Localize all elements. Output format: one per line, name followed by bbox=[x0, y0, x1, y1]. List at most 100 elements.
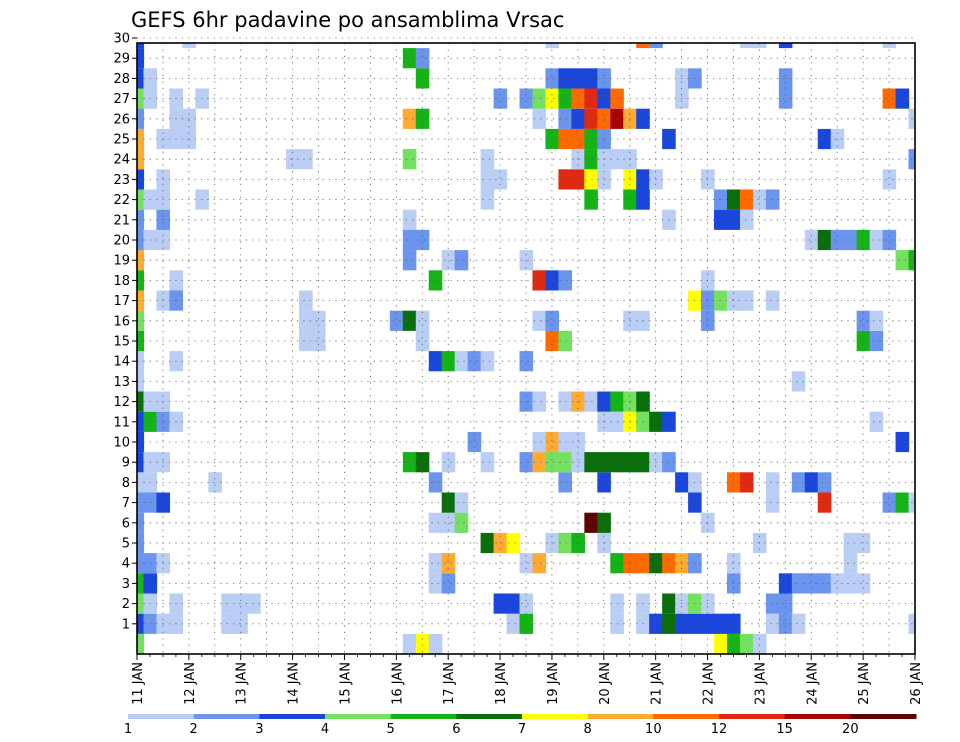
precip-cell bbox=[428, 512, 443, 533]
precip-cell bbox=[402, 229, 417, 251]
precip-cell bbox=[415, 68, 430, 89]
precip-cell bbox=[701, 290, 715, 311]
precip-cell bbox=[804, 573, 819, 594]
precip-cell bbox=[137, 290, 145, 311]
precip-cell bbox=[137, 250, 145, 271]
colorbar: 1 2 3 4 5 6 7 8 10 12 15 20 bbox=[124, 714, 917, 737]
precip-cell bbox=[714, 209, 728, 230]
precip-cell bbox=[480, 149, 495, 170]
y-tick-label: 17 bbox=[113, 294, 130, 309]
precip-cell bbox=[506, 593, 521, 614]
precip-cell bbox=[584, 169, 598, 190]
y-tick-label: 10 bbox=[113, 436, 130, 451]
precip-cell bbox=[545, 330, 560, 352]
precip-cell bbox=[882, 492, 897, 513]
precip-cell bbox=[402, 149, 417, 170]
precip-cell bbox=[402, 108, 417, 129]
y-tick-label: 13 bbox=[113, 375, 130, 390]
precip-cell bbox=[519, 351, 534, 372]
precip-cell bbox=[137, 169, 145, 190]
precip-cell bbox=[843, 532, 858, 554]
precip-cell bbox=[584, 512, 598, 533]
precip-cell bbox=[584, 391, 598, 412]
precip-cell bbox=[415, 633, 430, 654]
precip-cell bbox=[441, 553, 456, 574]
precip-cell bbox=[558, 270, 572, 291]
y-tick-label: 4 bbox=[122, 557, 130, 572]
precip-cell bbox=[137, 593, 145, 614]
precip-cell bbox=[752, 43, 767, 49]
precip-cell bbox=[137, 68, 145, 89]
precip-cell bbox=[493, 169, 508, 190]
y-tick-label: 30 bbox=[113, 32, 130, 47]
y-tick-label: 24 bbox=[113, 153, 130, 168]
precip-cell bbox=[895, 431, 910, 453]
precip-cell bbox=[137, 270, 145, 291]
precip-cell bbox=[454, 512, 469, 533]
precip-cell bbox=[493, 593, 508, 614]
x-tick-label: 12 JAN bbox=[183, 662, 198, 705]
colorbar-label: 4 bbox=[321, 722, 329, 737]
colorbar-swatch bbox=[456, 714, 523, 719]
precip-cell bbox=[415, 48, 430, 69]
precip-cell bbox=[299, 310, 313, 331]
x-tick-label: 24 JAN bbox=[805, 662, 820, 705]
precip-cell bbox=[454, 351, 469, 372]
y-tick-label: 2 bbox=[122, 597, 130, 612]
precip-cell bbox=[739, 43, 754, 49]
precip-cell bbox=[137, 209, 145, 230]
precip-cell bbox=[137, 189, 145, 210]
precip-cell bbox=[137, 229, 145, 251]
colorbar-label: 6 bbox=[452, 722, 460, 737]
precip-cell bbox=[765, 290, 780, 311]
colorbar-swatch bbox=[325, 714, 392, 719]
precip-cell bbox=[221, 613, 235, 634]
y-tick-label: 27 bbox=[113, 92, 130, 107]
precip-cell bbox=[428, 633, 443, 654]
precip-cell bbox=[558, 391, 572, 412]
precip-cell bbox=[584, 189, 598, 210]
precip-cell bbox=[221, 593, 235, 614]
precip-cell bbox=[137, 472, 145, 493]
precip-cell bbox=[558, 169, 572, 190]
precip-cell bbox=[234, 593, 248, 614]
precip-cell bbox=[137, 330, 145, 352]
y-tick-label: 1 bbox=[122, 617, 130, 632]
colorbar-swatch bbox=[522, 714, 589, 719]
precip-cell bbox=[137, 613, 145, 634]
precip-cell bbox=[701, 310, 715, 331]
colorbar-swatch bbox=[390, 714, 457, 719]
precip-cell bbox=[428, 553, 443, 574]
y-tick-label: 19 bbox=[113, 254, 130, 269]
precip-cell bbox=[584, 68, 598, 89]
x-tick-label: 11 JAN bbox=[131, 662, 146, 705]
precip-cell bbox=[415, 452, 430, 473]
precip-cell bbox=[312, 310, 326, 331]
precip-cell bbox=[791, 613, 806, 634]
y-tick-label: 22 bbox=[113, 193, 130, 208]
x-tick-label: 18 JAN bbox=[494, 662, 509, 705]
precip-cell bbox=[739, 290, 754, 311]
precip-cell bbox=[765, 472, 780, 493]
precip-cell bbox=[597, 108, 611, 129]
precip-cell bbox=[869, 330, 884, 352]
precip-cell bbox=[402, 633, 417, 654]
precip-cell bbox=[208, 472, 222, 493]
chart-title: GEFS 6hr padavine po ansamblima Vrsac bbox=[131, 8, 564, 32]
precip-cell bbox=[882, 229, 897, 251]
colorbar-label: 7 bbox=[518, 722, 526, 737]
colorbar-label: 5 bbox=[387, 722, 395, 737]
grid-layer bbox=[136, 37, 916, 654]
y-axis: 1234567891011121314151617181920212223242… bbox=[113, 32, 137, 632]
precip-cell bbox=[895, 492, 910, 513]
x-tick-label: 14 JAN bbox=[287, 662, 302, 705]
precip-cell bbox=[817, 229, 832, 251]
precip-cell bbox=[480, 532, 495, 554]
precip-cell bbox=[882, 169, 897, 190]
colorbar-swatch bbox=[653, 714, 720, 719]
precip-cell bbox=[532, 270, 547, 291]
precip-cell bbox=[480, 452, 495, 473]
precip-cell bbox=[299, 290, 313, 311]
precip-cell bbox=[726, 189, 741, 210]
